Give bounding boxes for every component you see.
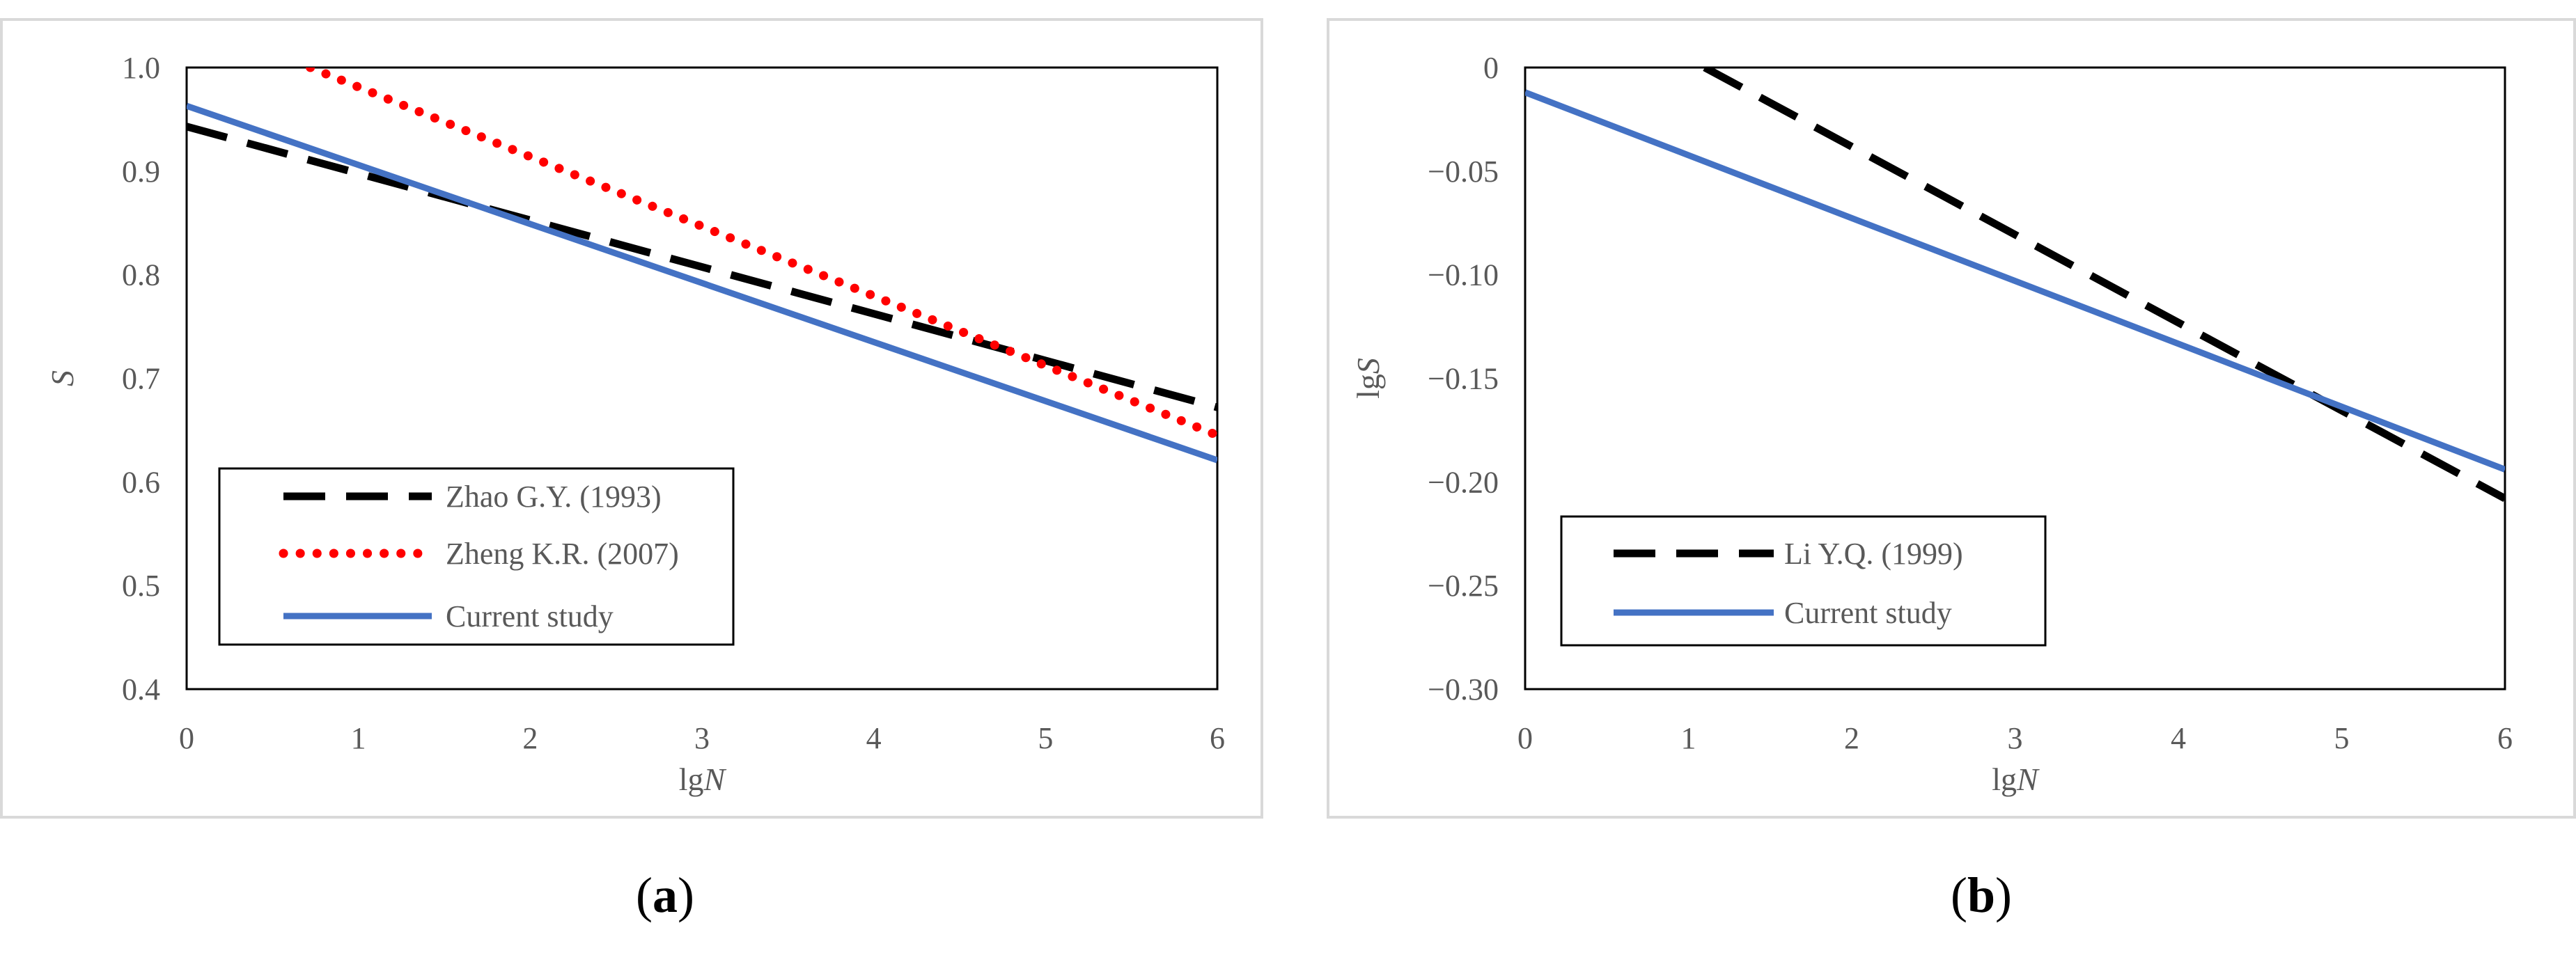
y-axis-label: lgS bbox=[1350, 358, 1386, 399]
series-line-current-study bbox=[187, 102, 1217, 464]
x-tick-label: 1 bbox=[351, 721, 366, 755]
legend-entry: Current study bbox=[1784, 596, 1952, 630]
y-tick-label: 0.5 bbox=[122, 569, 160, 603]
x-tick-label: 1 bbox=[1681, 721, 1696, 755]
x-tick-label: 3 bbox=[2008, 721, 2023, 755]
chart-panel-b: 0 1 2 3 4 5 6 −0.30 −0.25 −0.20 −0.15 −0.10 −0.05 0 lg… bbox=[1350, 51, 2513, 797]
y-tick-label: 0.7 bbox=[122, 362, 160, 396]
y-axis-label: S bbox=[45, 370, 80, 386]
legend-box bbox=[1560, 515, 2047, 647]
x-tick-label: 5 bbox=[2334, 721, 2350, 755]
x-tick-label: 0 bbox=[179, 721, 194, 755]
series-line-li-y-q-1999 bbox=[1703, 68, 2505, 502]
series-line-current-study bbox=[1525, 89, 2505, 473]
x-tick-label: 2 bbox=[1844, 721, 1859, 755]
x-tick-label: 6 bbox=[1210, 721, 1225, 755]
series-line-zheng-k-r-2007 bbox=[306, 68, 1217, 440]
x-axis-label: lgN bbox=[679, 762, 727, 797]
y-tick-label: −0.25 bbox=[1428, 569, 1499, 603]
y-tick-label: 0.9 bbox=[122, 155, 160, 189]
y-tick-label: 1.0 bbox=[122, 51, 160, 85]
x-tick-label: 4 bbox=[866, 721, 882, 755]
y-tick-label: 0 bbox=[1483, 51, 1499, 85]
y-tick-label: −0.20 bbox=[1428, 465, 1499, 499]
chart-panel-a: 0 1 2 3 4 5 6 0.4 0.5 0.6 0.7 0.8 0.9 1.0 lgN S Zhao G.Y… bbox=[45, 51, 1225, 797]
y-tick-label: −0.10 bbox=[1428, 258, 1499, 292]
y-tick-label: 0.6 bbox=[122, 465, 160, 499]
panel-a-label: (a) bbox=[636, 867, 694, 923]
x-tick-label: 5 bbox=[1038, 721, 1053, 755]
x-tick-label: 6 bbox=[2497, 721, 2513, 755]
legend-entry: Current study bbox=[446, 599, 614, 633]
legend-entry: Zheng K.R. (2007) bbox=[446, 537, 679, 571]
legend-entry: Zhao G.Y. (1993) bbox=[446, 480, 662, 514]
y-tick-label: −0.30 bbox=[1428, 672, 1499, 707]
y-tick-label: 0.4 bbox=[122, 672, 160, 707]
x-tick-label: 3 bbox=[694, 721, 710, 755]
x-axis-label: lgN bbox=[1992, 762, 2040, 797]
y-tick-label: 0.8 bbox=[122, 258, 160, 292]
x-tick-label: 0 bbox=[1517, 721, 1533, 755]
x-tick-label: 2 bbox=[522, 721, 538, 755]
x-tick-label: 4 bbox=[2171, 721, 2186, 755]
y-tick-label: −0.15 bbox=[1428, 362, 1499, 396]
series-line-zhao-g-y-1993 bbox=[187, 123, 1217, 411]
panel-b-label: (b) bbox=[1950, 867, 2012, 923]
y-tick-label: −0.05 bbox=[1428, 155, 1499, 189]
legend-entry: Li Y.Q. (1999) bbox=[1784, 537, 1963, 571]
